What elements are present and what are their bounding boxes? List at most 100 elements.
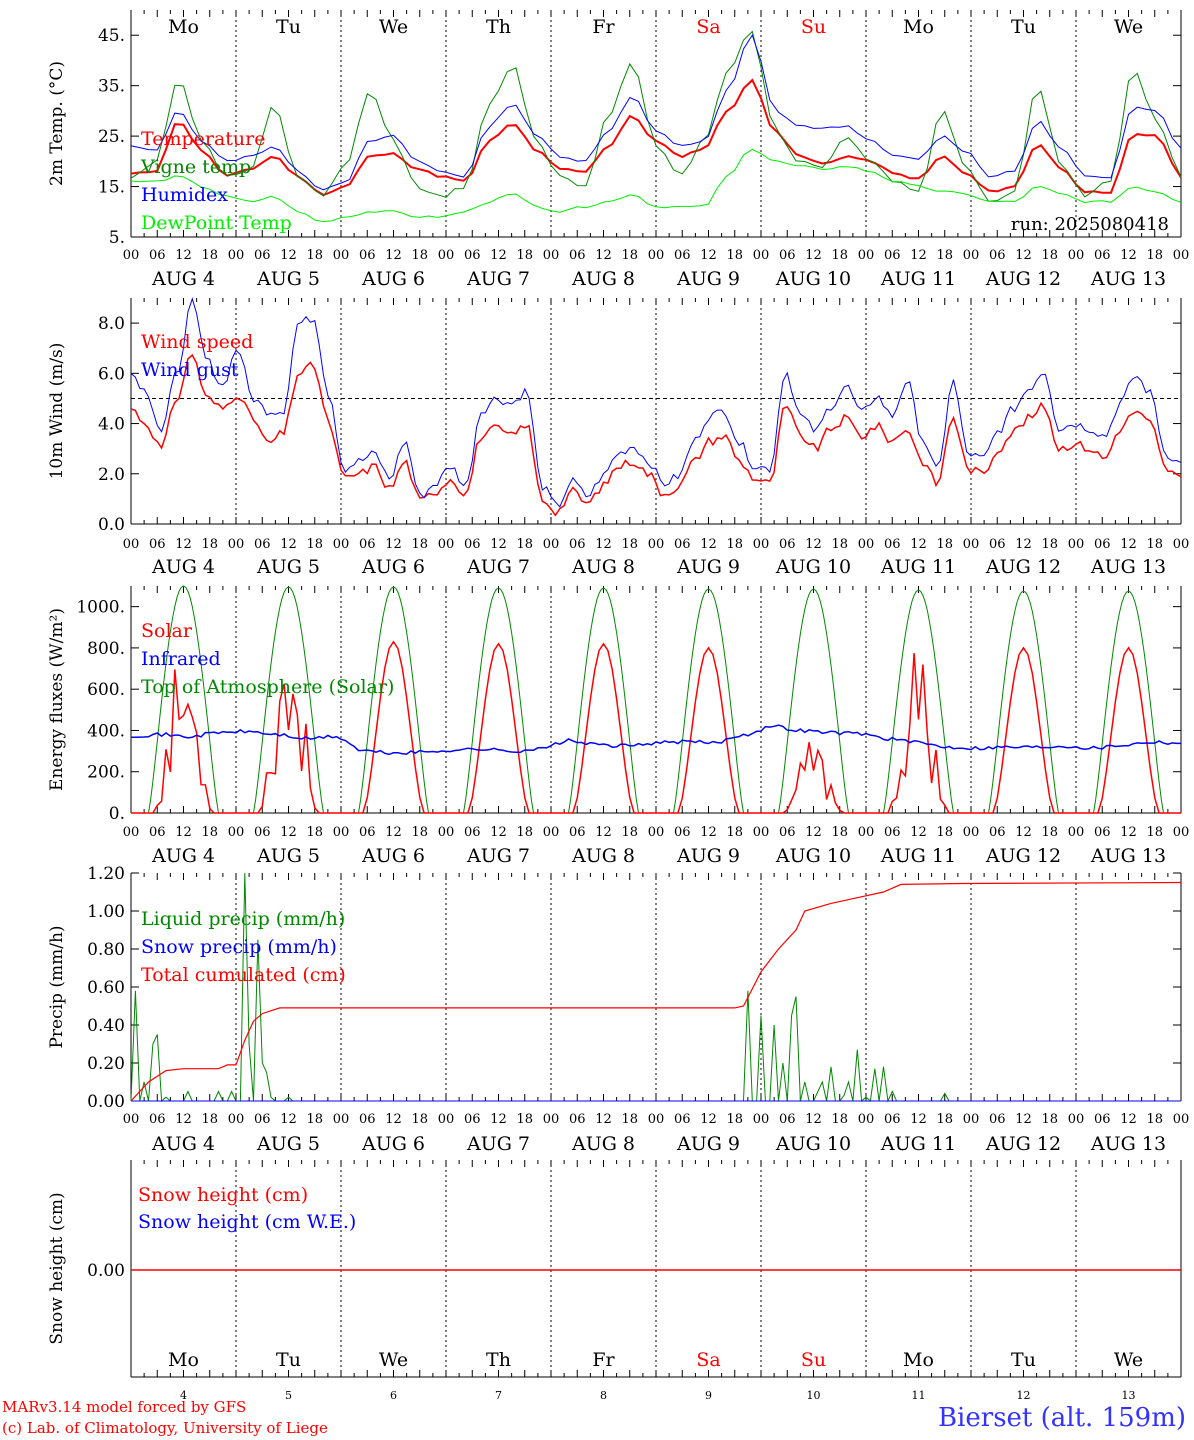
hour-tick-label: 06	[1094, 1112, 1111, 1127]
hour-tick-label: 12	[805, 248, 822, 263]
legend-entry: Wind gust	[141, 359, 239, 381]
hour-tick-label: 06	[674, 248, 691, 263]
hour-tick-label: 12	[1120, 825, 1137, 840]
hour-tick-label: 00	[963, 1112, 980, 1127]
hour-tick-label: 12	[595, 825, 612, 840]
hour-tick-label: 06	[674, 825, 691, 840]
hour-tick-label: 00	[1173, 1112, 1190, 1127]
date-label: AUG 13	[1090, 1133, 1166, 1155]
hour-tick-label: 18	[1146, 537, 1163, 552]
hour-tick-label: 00	[858, 825, 875, 840]
hour-tick-label: 18	[621, 825, 638, 840]
date-label: AUG 7	[466, 1133, 530, 1155]
y-tick-label: 0.	[109, 804, 125, 824]
date-label: AUG 11	[880, 1133, 956, 1155]
hour-tick-label: 00	[963, 825, 980, 840]
day-number-label: 12	[1017, 1389, 1031, 1400]
hour-tick-label: 12	[280, 248, 297, 263]
series-line	[130, 297, 1182, 508]
y-tick-label: 400.	[87, 721, 125, 741]
hour-tick-label: 06	[1094, 825, 1111, 840]
hour-tick-label: 06	[884, 825, 901, 840]
legend-entry: Infrared	[141, 648, 221, 670]
series-line	[130, 881, 1182, 1102]
hour-tick-label: 06	[989, 825, 1006, 840]
hour-tick-label: 00	[438, 825, 455, 840]
hour-tick-label: 00	[228, 825, 245, 840]
hour-tick-label: 12	[385, 537, 402, 552]
day-number-label: 4	[180, 1389, 187, 1400]
date-label: AUG 9	[676, 845, 740, 867]
panel-0	[130, 10, 1182, 238]
hour-tick-label: 12	[805, 1112, 822, 1127]
date-label: AUG 6	[361, 845, 425, 867]
hour-tick-label: 00	[228, 537, 245, 552]
legend-entry: DewPoint Temp	[141, 212, 292, 234]
weekday-label: Tu	[276, 16, 301, 38]
weekday-label: Mo	[168, 1349, 199, 1371]
hour-tick-label: 12	[595, 248, 612, 263]
weekday-label: Th	[486, 16, 511, 38]
day-number-label: 6	[390, 1389, 397, 1400]
hour-tick-label: 00	[438, 1112, 455, 1127]
hour-tick-label: 00	[1173, 537, 1190, 552]
weekday-label: Su	[801, 16, 826, 38]
weekday-label: Fr	[592, 16, 615, 38]
hour-tick-label: 00	[123, 248, 140, 263]
date-label: AUG 10	[775, 268, 851, 290]
hour-tick-label: 18	[831, 825, 848, 840]
hour-tick-label: 18	[516, 248, 533, 263]
hour-tick-label: 12	[385, 248, 402, 263]
hour-tick-label: 00	[228, 1112, 245, 1127]
date-label: AUG 7	[466, 556, 530, 578]
hour-tick-label: 18	[1041, 1112, 1058, 1127]
hour-tick-label: 18	[201, 1112, 218, 1127]
hour-tick-label: 00	[123, 1112, 140, 1127]
hour-tick-label: 12	[280, 825, 297, 840]
y-axis-label: Snow height (cm)	[47, 1192, 67, 1344]
hour-tick-label: 00	[333, 1112, 350, 1127]
hour-tick-label: 00	[543, 1112, 560, 1127]
panel-1	[130, 297, 1182, 525]
hour-tick-label: 06	[1094, 248, 1111, 263]
hour-tick-label: 12	[595, 1112, 612, 1127]
hour-tick-label: 12	[175, 1112, 192, 1127]
series-line	[131, 585, 1181, 814]
station-name: Bierset (alt. 159m)	[937, 1403, 1186, 1433]
date-label: AUG 5	[256, 556, 320, 578]
y-tick-label: 5.	[109, 228, 125, 248]
hour-tick-label: 06	[989, 248, 1006, 263]
y-tick-label: 0.0	[98, 515, 125, 535]
hour-tick-label: 18	[306, 248, 323, 263]
hour-tick-label: 06	[779, 248, 796, 263]
day-number-label: 13	[1122, 1389, 1136, 1400]
panel-3	[130, 872, 1182, 1103]
hour-tick-label: 00	[1068, 537, 1085, 552]
hour-tick-label: 18	[1041, 248, 1058, 263]
y-tick-label: 25.	[98, 127, 125, 147]
hour-tick-label: 06	[149, 248, 166, 263]
hour-tick-label: 06	[674, 537, 691, 552]
series-line	[130, 33, 1182, 191]
date-label: AUG 12	[985, 556, 1061, 578]
hour-tick-label: 06	[989, 537, 1006, 552]
day-number-label: 9	[705, 1389, 712, 1400]
date-label: AUG 9	[676, 1133, 740, 1155]
date-label: AUG 4	[151, 268, 215, 290]
hour-tick-label: 00	[963, 248, 980, 263]
weekday-label: Su	[801, 1349, 826, 1371]
weekday-label: We	[1114, 1349, 1143, 1371]
hour-tick-label: 18	[306, 537, 323, 552]
date-label: AUG 7	[466, 268, 530, 290]
date-label: AUG 9	[676, 556, 740, 578]
hour-tick-label: 12	[490, 825, 507, 840]
meteogram: 5. 15. 25. 35. 45. 2m Temp. (°C) Mo Tu We Th Fr Sa S…	[47, 10, 1190, 1400]
hour-tick-label: 18	[306, 825, 323, 840]
hour-tick-label: 00	[1068, 825, 1085, 840]
hour-tick-label: 12	[1120, 1112, 1137, 1127]
hour-tick-label: 12	[910, 248, 927, 263]
hour-tick-label: 12	[490, 1112, 507, 1127]
date-label: AUG 11	[880, 845, 956, 867]
hour-tick-label: 00	[858, 1112, 875, 1127]
y-tick-label: 15.	[98, 178, 125, 198]
